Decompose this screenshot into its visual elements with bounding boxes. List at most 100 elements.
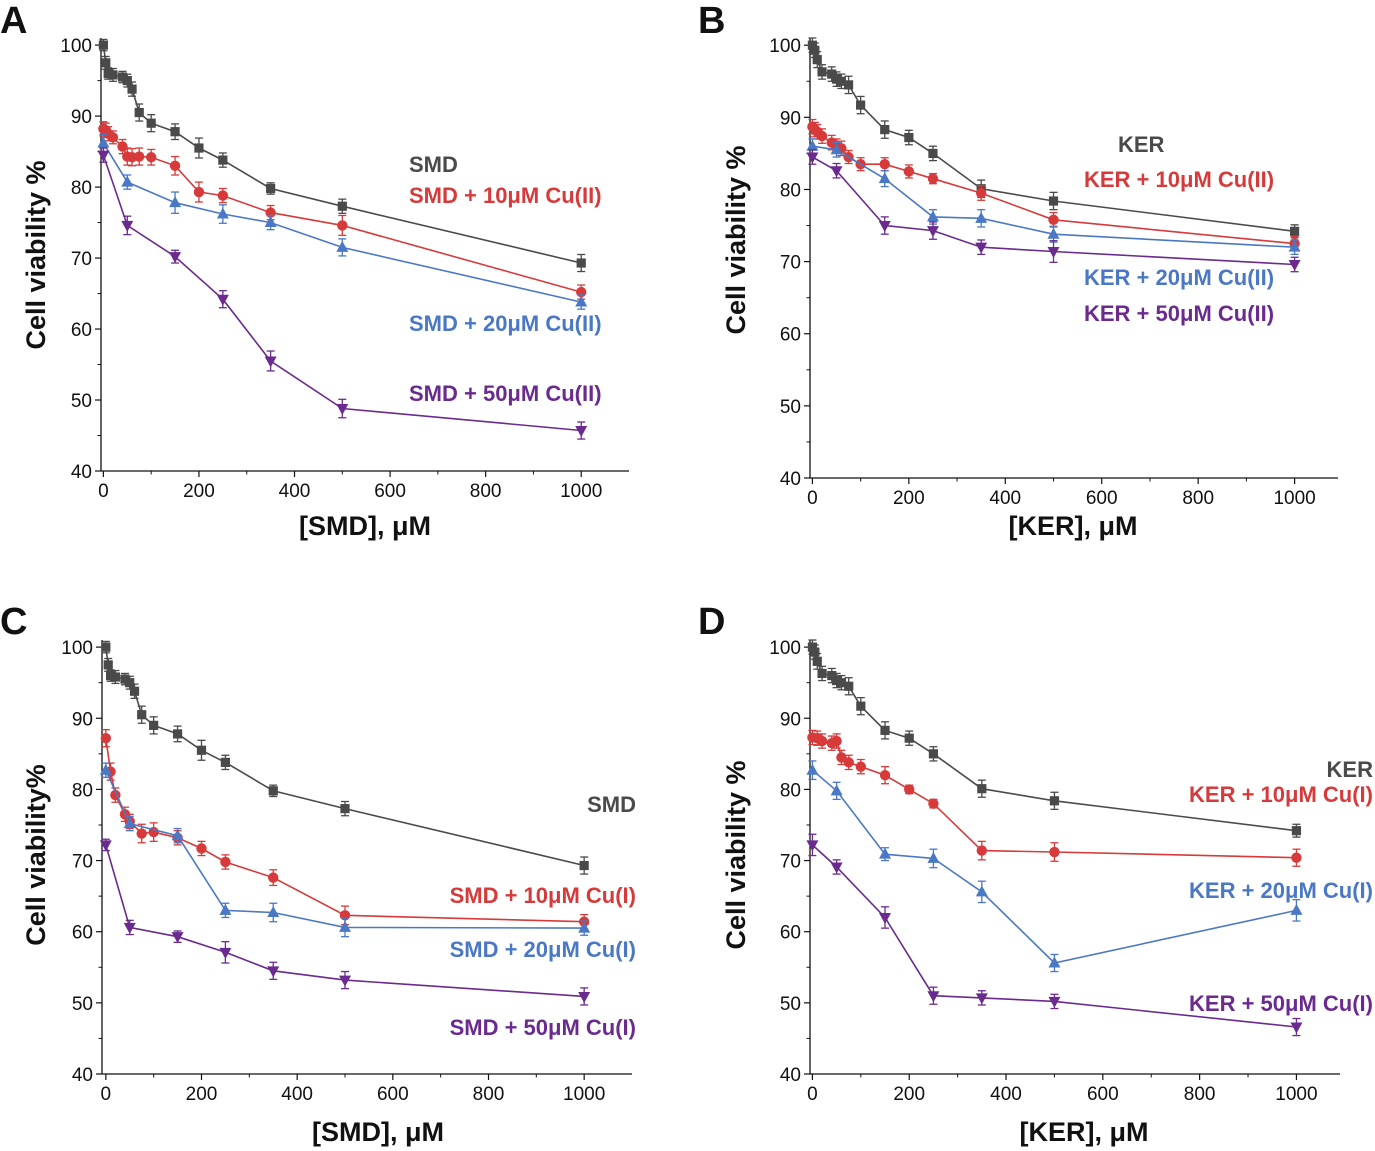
- data-point: [127, 84, 137, 94]
- y-tick-label: 40: [780, 1065, 801, 1086]
- data-point: [904, 733, 914, 743]
- data-point: [337, 220, 348, 231]
- data-point: [134, 107, 144, 118]
- x-tick-label: 0: [807, 488, 818, 509]
- data-point: [220, 856, 231, 868]
- data-point: [336, 404, 349, 416]
- x-tick-label: 1000: [1273, 488, 1315, 509]
- data-point: [123, 922, 136, 934]
- data-point: [832, 675, 842, 686]
- x-tick-label: 600: [374, 481, 406, 502]
- x-tick-label: 400: [990, 1084, 1022, 1105]
- data-point: [99, 763, 112, 775]
- data-point: [1048, 196, 1059, 206]
- data-point: [927, 991, 940, 1003]
- legend-label-smd-10um-cu-ii: SMD + 10μM Cu(II): [409, 183, 602, 208]
- data-point: [575, 295, 588, 307]
- x-tick-label: 1000: [563, 1084, 605, 1105]
- data-point: [1049, 796, 1060, 806]
- x-tick-label: 0: [101, 1084, 112, 1105]
- data-point: [975, 187, 987, 199]
- data-point: [904, 784, 915, 795]
- data-point: [1290, 226, 1300, 236]
- data-point: [831, 74, 842, 84]
- y-tick-label: 50: [780, 994, 801, 1015]
- data-point: [122, 75, 132, 86]
- data-point: [928, 749, 939, 759]
- data-point: [827, 670, 837, 681]
- data-point: [125, 678, 135, 688]
- data-point: [196, 843, 207, 854]
- x-tick-label: 800: [1182, 488, 1214, 509]
- y-axis-title: Cell viability %: [21, 160, 51, 349]
- series-ker: [807, 639, 1302, 838]
- data-point: [806, 152, 819, 164]
- data-point: [268, 872, 279, 883]
- data-point: [977, 784, 987, 794]
- data-point: [1291, 826, 1302, 836]
- data-point: [806, 763, 819, 775]
- legend-label-smd-20um-cu-i: SMD + 20μM Cu(I): [450, 937, 636, 962]
- legend-label-smd-50um-cu-i: SMD + 50μM Cu(I): [450, 1015, 636, 1040]
- data-point: [264, 356, 277, 368]
- legend-label-ker: KER: [1118, 132, 1165, 157]
- data-point: [856, 701, 866, 711]
- y-tick-label: 70: [72, 852, 93, 873]
- data-point: [1048, 214, 1059, 225]
- data-point: [810, 647, 820, 657]
- data-point: [830, 166, 843, 178]
- data-point: [170, 127, 180, 137]
- data-point: [338, 975, 351, 987]
- data-point: [99, 840, 112, 852]
- y-tick-label: 60: [780, 923, 801, 944]
- data-point: [1049, 846, 1060, 858]
- data-point: [975, 242, 988, 254]
- series-smd-20um-cu-ii: [97, 133, 588, 310]
- y-tick-label: 40: [72, 1065, 93, 1086]
- y-tick-label: 60: [71, 320, 92, 341]
- x-tick-label: 600: [377, 1084, 409, 1105]
- x-tick-label: 400: [279, 481, 311, 502]
- data-point: [219, 903, 232, 915]
- data-point: [108, 70, 118, 80]
- data-point: [336, 240, 349, 252]
- data-point: [817, 668, 827, 679]
- y-tick-label: 100: [60, 36, 92, 57]
- data-point: [117, 141, 128, 152]
- data-point: [117, 72, 128, 82]
- data-point: [340, 804, 350, 814]
- legend-label-smd-50um-cu-ii: SMD + 50μM Cu(II): [409, 381, 602, 406]
- data-point: [97, 136, 110, 148]
- data-point: [844, 681, 854, 691]
- data-point: [216, 294, 229, 306]
- data-point: [927, 851, 940, 863]
- data-point: [816, 130, 828, 142]
- data-point: [97, 150, 110, 162]
- data-point: [136, 828, 147, 839]
- x-tick-label: 200: [183, 481, 215, 502]
- y-tick-label: 90: [72, 709, 93, 730]
- y-tick-label: 40: [780, 469, 801, 490]
- y-tick-label: 90: [780, 108, 801, 129]
- x-tick-label: 200: [893, 1084, 925, 1105]
- data-point: [975, 885, 988, 897]
- data-point: [98, 40, 108, 50]
- data-point: [103, 660, 113, 670]
- data-point: [1290, 903, 1303, 915]
- data-point: [904, 132, 914, 143]
- data-point: [1047, 247, 1060, 259]
- data-point: [216, 207, 229, 219]
- y-tick-label: 70: [71, 249, 92, 270]
- series-smd-50um-cu-ii: [97, 147, 588, 440]
- data-point: [338, 920, 351, 932]
- data-point: [217, 190, 229, 201]
- data-point: [576, 258, 586, 268]
- data-point: [879, 847, 892, 859]
- y-axis-title: Cell viability%: [21, 764, 51, 946]
- data-point: [810, 45, 820, 55]
- data-point: [134, 151, 145, 162]
- data-point: [267, 905, 280, 917]
